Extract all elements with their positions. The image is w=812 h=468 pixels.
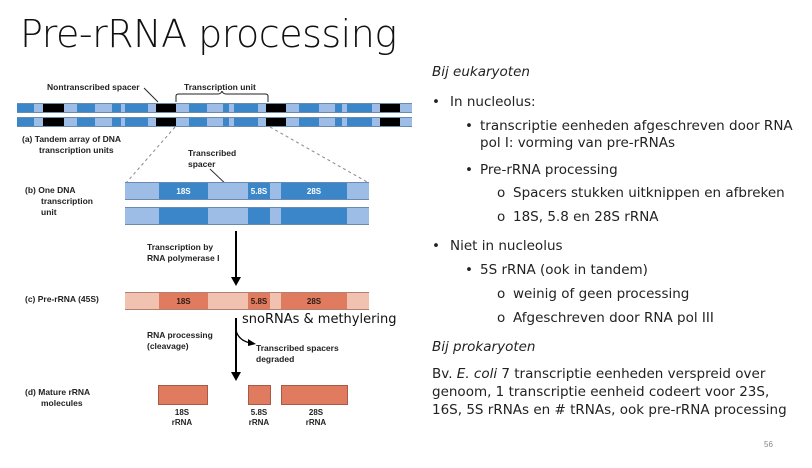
bullet-circle: o	[497, 286, 506, 302]
degraded-branch-icon	[235, 330, 256, 346]
page-number: 56	[764, 440, 773, 449]
label-b: (b) One DNA transcription unit	[25, 185, 93, 217]
mature-18s-label: 18S rRNA	[171, 408, 193, 427]
mature-5-8s-label: 5.8S rRNA	[248, 408, 270, 427]
eukaryotes-heading: Bij eukaryoten	[432, 64, 530, 80]
label-a: (a) Tandem array of DNA transcription un…	[22, 134, 122, 155]
prokaryotes-heading: Bij prokaryoten	[432, 339, 536, 355]
mature-5-8s-bar	[248, 385, 271, 405]
bullet-dot: •	[465, 262, 473, 278]
prokaryotes-line1: Bv. E. coli 7 transcriptie eenheden vers…	[432, 366, 766, 382]
dna-strand-bottom	[17, 117, 412, 127]
bullet-dot: •	[465, 162, 473, 178]
bullet-circle: o	[497, 209, 506, 225]
segment-28s: 28S	[281, 183, 347, 199]
item-rrna-types: 18S, 5.8 en 28S rRNA	[513, 209, 659, 225]
mature-28s-label: 28S rRNA	[305, 408, 327, 427]
dna-unit-top: 18S 5.8S 28S	[125, 182, 369, 200]
dna-strand-top	[17, 103, 412, 113]
processing-arrow-icon	[235, 318, 237, 373]
segment-5-8s: 5.8S	[248, 183, 270, 199]
pointer-line-icon	[143, 87, 159, 103]
arrow-head-icon	[231, 277, 241, 286]
item-transcription-line2: pol I: vorming van pre-rRNAs	[480, 135, 675, 151]
label-c: (c) Pre-rRNA (45S)	[25, 294, 99, 304]
bullet-dot: •	[432, 94, 440, 110]
slide-title: Pre-rRNA processing	[20, 12, 397, 56]
item-in-nucleolus: In nucleolus:	[450, 94, 536, 110]
bullet-dot: •	[465, 118, 473, 134]
item-little-processing: weinig of geen processing	[513, 286, 690, 302]
item-pre-rrna-processing: Pre-rRNA processing	[480, 162, 618, 178]
brace-icon	[175, 91, 269, 102]
pre-rrna-bar: 18S 5.8S 28S	[125, 292, 369, 310]
processing-label: RNA processing (cleavage)	[147, 330, 213, 351]
item-not-nucleolus: Niet in nucleolus	[450, 238, 563, 254]
item-5s-rrna: 5S rRNA (ook in tandem)	[480, 262, 648, 278]
zoom-lines	[125, 126, 370, 189]
dna-unit-bottom	[125, 207, 369, 225]
label-d: (d) Mature rRNA molecules	[25, 387, 91, 408]
item-spacers: Spacers stukken uitknippen en afbreken	[513, 185, 785, 201]
prokaryotes-line2: genoom, 1 transcriptie eenheid codeert v…	[432, 384, 770, 400]
transcription-unit-label: Transcription unit	[184, 82, 256, 92]
snorna-annotation: snoRNAs & methylering	[242, 312, 397, 327]
transcription-label: Transcription by RNA polymerase I	[147, 242, 220, 263]
bullet-circle: o	[497, 185, 506, 201]
segment-18s: 18S	[159, 183, 208, 199]
mature-18s-bar	[158, 385, 208, 405]
mature-28s-bar	[281, 385, 348, 405]
transcription-arrow-icon	[235, 231, 237, 279]
bullet-circle: o	[497, 310, 506, 326]
item-pol-iii: Afgeschreven door RNA pol III	[513, 310, 714, 326]
nontranscribed-spacer-label: Nontranscribed spacer	[47, 82, 140, 92]
ecoli-name: E. coli	[456, 366, 498, 382]
item-transcription-line1: transcriptie eenheden afgeschreven door …	[480, 118, 793, 134]
degraded-label: Transcribed spacers degraded	[256, 343, 339, 364]
prokaryotes-line3: 16S, 5S rRNAs en # tRNAs, ook pre-rRNA p…	[432, 402, 787, 418]
arrow-head-icon	[231, 372, 241, 381]
transcribed-spacer-label: Transcribed spacer	[188, 148, 237, 169]
bullet-dot: •	[432, 238, 440, 254]
